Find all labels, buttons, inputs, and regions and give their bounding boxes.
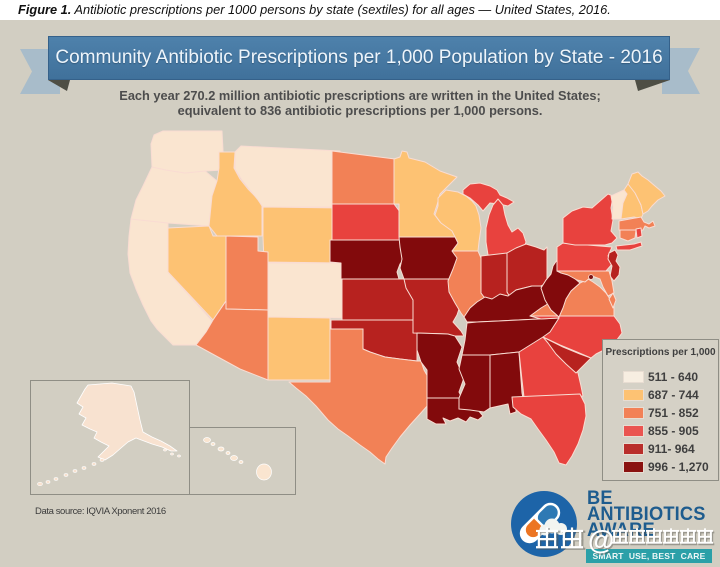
svg-text:@: @ [589,527,615,557]
svg-text:@: @ [588,525,614,555]
